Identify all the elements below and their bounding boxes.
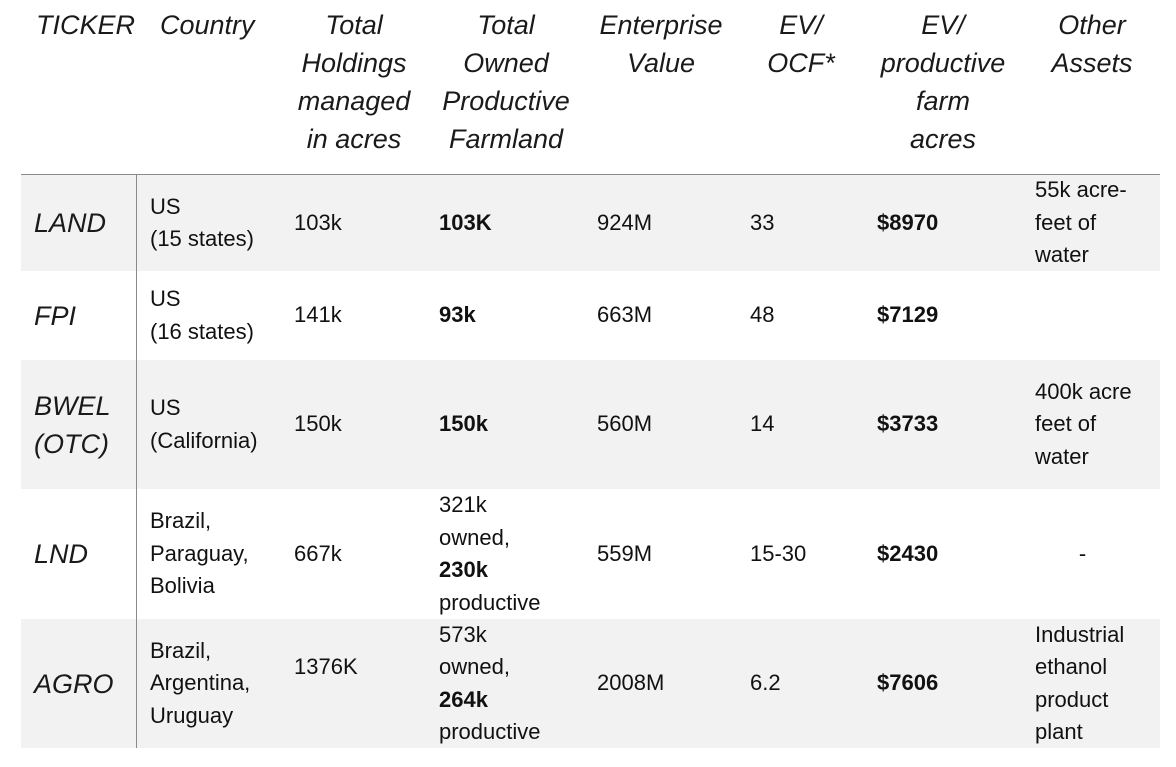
ev-per-acre-cell: $8970 — [877, 209, 939, 235]
owned-productive-label: productive — [439, 719, 541, 744]
holdings-cell: 141k — [294, 302, 342, 328]
header-owned-farmland: Total Owned Productive Farmland — [442, 10, 570, 154]
header-ticker: TICKER — [36, 10, 136, 40]
holdings-cell: 1376K — [294, 654, 358, 679]
owned-farmland-cell: 93k — [439, 302, 476, 328]
country-cell: US (California) — [150, 395, 258, 453]
ev-ocf-cell: 14 — [750, 411, 775, 437]
owned-farmland-text: 573k owned, 264k productive — [439, 619, 541, 749]
table-row: BWEL (OTC) US (California) 150k 150k 560… — [21, 360, 1160, 489]
owned-productive-value: 264k — [439, 686, 488, 712]
table-row: LND Brazil, Paraguay, Bolivia 667k 321k … — [21, 489, 1160, 619]
ev-per-acre-cell: $2430 — [877, 540, 939, 566]
enterprise-value-cell: 559M — [597, 540, 653, 566]
table-row: LAND US (15 states) 103k 103K 924M 33 $8… — [21, 175, 1160, 271]
ticker-column-divider — [136, 174, 137, 748]
holdings-cell: 103k — [294, 209, 342, 235]
enterprise-value-cell: 663M — [597, 302, 653, 328]
country-cell: US (16 states) — [150, 286, 254, 344]
ticker-cell: BWEL (OTC) — [34, 390, 111, 459]
ticker-cell: FPI — [34, 300, 77, 331]
header-other-assets: Other Assets — [1051, 10, 1133, 78]
header-ev-ocf: EV/ OCF* — [767, 10, 835, 78]
ticker-cell: LND — [34, 539, 89, 569]
ev-per-acre-cell: $7606 — [877, 670, 939, 696]
other-assets-cell: - — [1078, 540, 1087, 566]
other-assets-cell: Industrial ethanol product plant — [1035, 621, 1125, 745]
header-total-holdings: Total Holdings managed in acres — [297, 10, 411, 154]
table-row: AGRO Brazil, Argentina, Uruguay 1376K 57… — [21, 619, 1160, 748]
table-row: FPI US (16 states) 141k 93k 663M 48 $712… — [21, 271, 1160, 360]
country-cell: Brazil, Paraguay, Bolivia — [150, 508, 249, 599]
owned-farmland-cell: 150k — [439, 411, 488, 437]
owned-productive-label: productive — [439, 589, 541, 615]
owned-total-text: 321k owned, — [439, 492, 510, 550]
country-cell: Brazil, Argentina, Uruguay — [150, 637, 251, 728]
ev-per-acre-cell: $7129 — [877, 302, 939, 328]
header-country: Country — [160, 10, 255, 40]
ev-ocf-cell: 48 — [750, 302, 775, 328]
header-divider — [21, 174, 1160, 175]
enterprise-value-cell: 924M — [597, 209, 653, 235]
enterprise-value-cell: 2008M — [597, 670, 665, 696]
ev-ocf-cell: 33 — [750, 209, 775, 235]
ev-ocf-cell: 6.2 — [750, 670, 781, 696]
header-ev-acres: EV/ productive farm acres — [880, 10, 1006, 154]
country-cell: US (15 states) — [150, 193, 254, 252]
enterprise-value-cell: 560M — [597, 411, 653, 437]
holdings-cell: 667k — [294, 540, 342, 566]
ev-ocf-cell: 15-30 — [750, 540, 807, 566]
owned-farmland-cell: 573k owned, 264k productive — [439, 619, 541, 748]
ticker-cell: LAND — [34, 208, 107, 238]
ev-per-acre-cell: $3733 — [877, 411, 939, 437]
other-assets-cell: 400k acre feet of water — [1035, 378, 1132, 469]
holdings-cell: 150k — [294, 411, 342, 437]
other-assets-cell: 55k acre- feet of water — [1035, 177, 1127, 268]
owned-productive-value: 230k — [439, 557, 488, 582]
owned-farmland-text: 321k owned, 230k productive — [439, 489, 541, 619]
owned-total-text: 573k owned, — [439, 621, 510, 680]
ticker-cell: AGRO — [34, 668, 114, 699]
owned-farmland-cell: 103K — [439, 209, 492, 235]
owned-farmland-cell: 321k owned, 230k productive — [439, 489, 541, 619]
header-enterprise-value: Enterprise Value — [599, 10, 723, 78]
